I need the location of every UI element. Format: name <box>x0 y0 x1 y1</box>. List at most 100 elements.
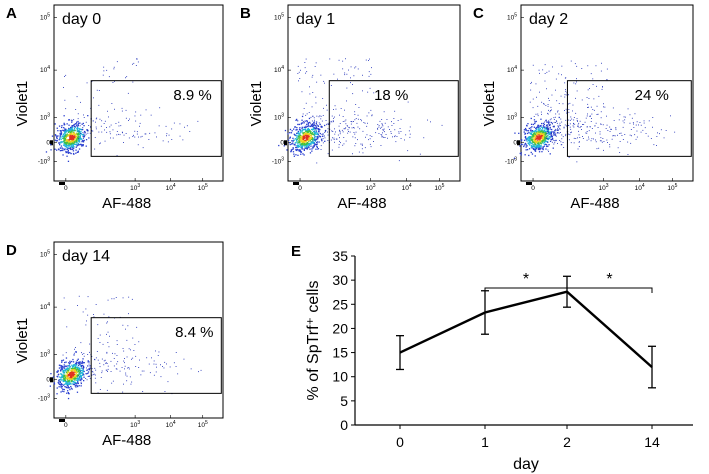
y-tick-label: 10 <box>332 369 348 385</box>
y-tick-label: 35 <box>332 248 348 264</box>
axis-marker <box>284 140 287 146</box>
y-tick-label: 104 <box>40 302 50 311</box>
x-tick-label: 14 <box>644 434 660 450</box>
y-tick-label: 105 <box>40 12 50 21</box>
plot-frame <box>520 4 694 182</box>
gate-rect <box>90 317 222 394</box>
gate-percent: 8.9 % <box>173 87 211 104</box>
y-tick-label: 30 <box>332 272 348 288</box>
y-tick-label: -103 <box>505 157 517 166</box>
gate-rect <box>90 80 222 157</box>
day-label: day 1 <box>296 11 335 28</box>
x-tick-label: 0 <box>64 185 68 192</box>
x-axis-title: day <box>513 456 539 473</box>
y-tick-label: 103 <box>507 113 517 122</box>
y-tick-label: 104 <box>274 65 284 74</box>
y-tick-label: 103 <box>274 113 284 122</box>
x-axis-title: AF-488 <box>102 195 151 212</box>
event-dots <box>278 58 443 164</box>
significance-bracket <box>484 287 568 293</box>
y-tick-label: 103 <box>40 350 50 359</box>
y-tick-label: 0 <box>340 417 348 433</box>
x-axis-title: AF-488 <box>102 432 151 449</box>
y-tick-label: 103 <box>40 113 50 122</box>
y-axis-title: Violet1 <box>481 81 498 127</box>
y-tick-label: 0 <box>513 139 517 146</box>
x-tick-label: 104 <box>166 183 176 192</box>
y-axis-title: Violet1 <box>14 318 31 364</box>
significance-bracket <box>566 287 653 293</box>
y-tick-label: -103 <box>38 157 50 166</box>
x-tick-label: 103 <box>366 183 376 192</box>
y-tick-label: -103 <box>272 157 284 166</box>
plot-frame <box>287 4 461 182</box>
panel-letter: E <box>291 243 301 260</box>
x-tick-label: 104 <box>166 420 176 429</box>
x-tick-label: 103 <box>130 420 140 429</box>
gate-percent: 24 % <box>635 87 669 104</box>
day-label: day 2 <box>529 11 568 28</box>
x-tick-label: 105 <box>434 183 444 192</box>
panel-letter: C <box>473 5 484 22</box>
y-tick-label: 20 <box>332 320 348 336</box>
y-tick-label: 104 <box>507 65 517 74</box>
x-tick-label: 103 <box>130 183 140 192</box>
x-tick-label: 0 <box>396 434 404 450</box>
line-chart-e: E 0 5 10 15 20 25 30 35 0 1 2 14 day % of SpTrf⁺ cells… <box>291 243 693 473</box>
x-tick-label: 104 <box>402 183 412 192</box>
y-tick-label: 5 <box>340 393 348 409</box>
x-tick-label: 103 <box>599 183 609 192</box>
gate-rect <box>328 80 459 157</box>
axis-marker <box>59 419 65 422</box>
y-axis-title: Violet1 <box>248 81 265 127</box>
day-label: day 14 <box>62 248 110 265</box>
series-line <box>399 290 653 368</box>
event-dots <box>49 295 202 400</box>
x-tick-label: 105 <box>667 183 677 192</box>
y-tick-label: 0 <box>46 139 50 146</box>
significance-star: * <box>523 271 529 288</box>
plot-frame <box>53 4 224 182</box>
y-axis-title: % of SpTrf⁺ cells <box>305 281 322 401</box>
y-tick-label: 105 <box>40 249 50 258</box>
y-tick-label: -103 <box>38 394 50 403</box>
x-tick-label: 105 <box>198 420 208 429</box>
axis-marker <box>517 140 520 146</box>
x-tick-label: 0 <box>298 185 302 192</box>
x-tick-label: 0 <box>531 185 535 192</box>
gate-percent: 18 % <box>374 87 408 104</box>
y-tick-label: 0 <box>46 376 50 383</box>
panel-letter: B <box>240 5 251 22</box>
y-tick-label: 105 <box>507 12 517 21</box>
axis-marker <box>59 182 65 185</box>
x-tick-label: 1 <box>481 434 489 450</box>
event-dots <box>513 60 676 163</box>
panel-letter: A <box>6 5 17 22</box>
axis-marker <box>50 377 53 383</box>
y-axis-title: Violet1 <box>14 81 31 127</box>
plot-frame <box>53 241 224 419</box>
event-dots <box>45 58 199 162</box>
x-axis-title: AF-488 <box>570 195 619 212</box>
y-tick-label: 105 <box>274 12 284 21</box>
gate-rect <box>566 80 692 157</box>
significance-star: * <box>606 271 612 288</box>
y-tick-label: 0 <box>280 139 284 146</box>
axis-marker <box>50 140 53 146</box>
axis-marker <box>293 182 299 185</box>
y-tick-label: 25 <box>332 296 348 312</box>
x-axis-title: AF-488 <box>337 195 386 212</box>
y-tick-label: 15 <box>332 345 348 361</box>
day-label: day 0 <box>62 11 101 28</box>
gate-percent: 8.4 % <box>175 324 213 341</box>
x-tick-label: 2 <box>563 434 571 450</box>
x-tick-label: 105 <box>198 183 208 192</box>
y-tick-label: 104 <box>40 65 50 74</box>
x-tick-label: 104 <box>635 183 645 192</box>
x-tick-label: 0 <box>64 422 68 429</box>
